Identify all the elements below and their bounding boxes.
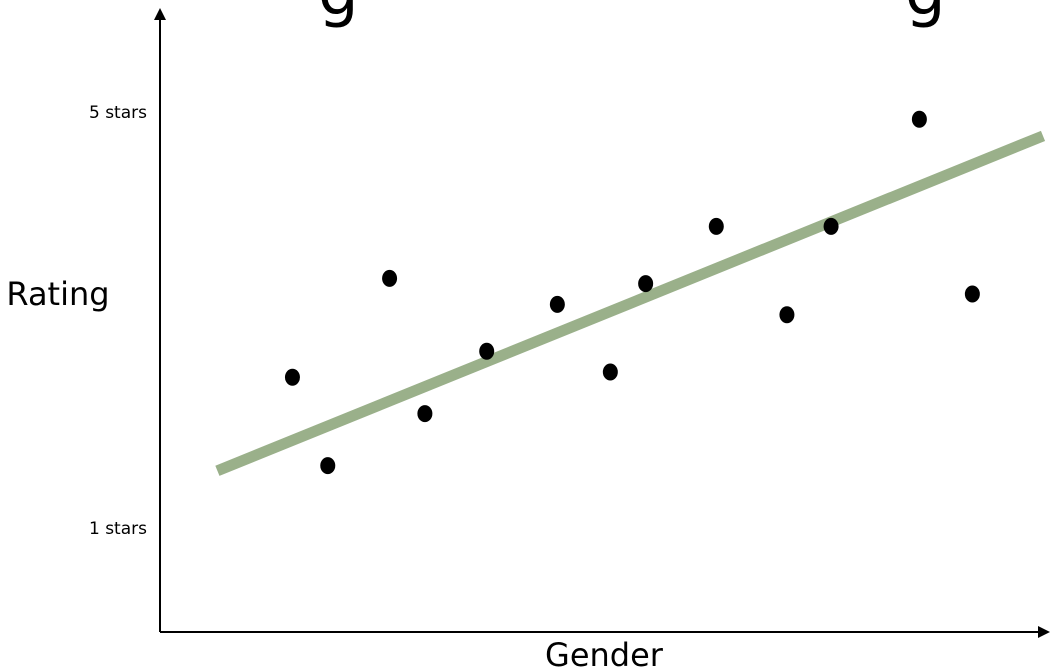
data-point xyxy=(708,217,724,235)
title-fragment-right: g xyxy=(905,0,946,30)
data-point xyxy=(964,285,980,303)
title-fragment-left: g xyxy=(318,0,359,30)
data-point xyxy=(602,363,618,381)
y-axis-arrow-icon xyxy=(154,8,166,20)
data-point xyxy=(638,275,654,293)
data-point xyxy=(823,217,839,235)
data-point xyxy=(549,295,565,313)
trend-line xyxy=(215,130,1046,476)
y-tick-label: 5 stars xyxy=(89,103,147,123)
y-tick-label: 1 stars xyxy=(89,519,147,539)
data-point xyxy=(417,405,433,423)
data-point xyxy=(320,457,336,475)
data-points xyxy=(284,110,980,475)
x-axis-title: Gender xyxy=(545,636,664,672)
trendline-group xyxy=(215,130,1046,476)
data-point xyxy=(382,269,398,287)
data-point xyxy=(284,368,300,386)
data-point xyxy=(479,342,495,360)
x-axis-arrow-icon xyxy=(1038,626,1050,638)
y-tick-labels: 5 stars 1 stars xyxy=(89,103,147,539)
data-point xyxy=(779,306,795,324)
data-point xyxy=(911,110,927,128)
y-axis-title: Rating xyxy=(6,275,109,313)
title-fragments: g g xyxy=(318,0,946,30)
